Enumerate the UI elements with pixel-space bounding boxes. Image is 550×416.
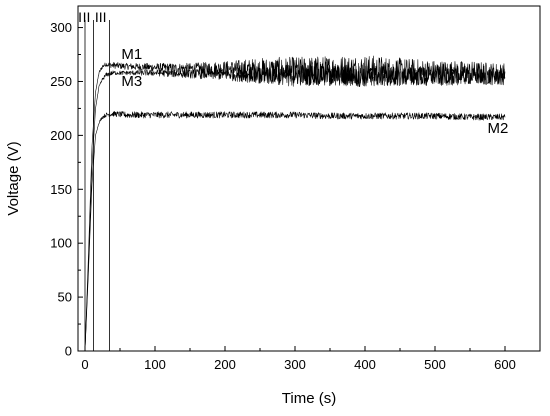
- stage-marker-label: III: [95, 9, 107, 25]
- stage-marker-label: II: [83, 9, 91, 25]
- series-line-m3: [84, 63, 506, 352]
- x-tick-label: 400: [354, 357, 376, 372]
- y-tick-label: 200: [50, 128, 72, 143]
- plot-frame: [77, 5, 541, 352]
- y-tick-label: 150: [50, 182, 72, 197]
- x-axis-ticks: 0 100 200 300 400 500 600: [81, 346, 516, 372]
- x-tick-label: 500: [424, 357, 446, 372]
- stage-marker-label: I: [78, 9, 82, 25]
- x-tick-label: 300: [284, 357, 306, 372]
- y-tick-label: 100: [50, 236, 72, 251]
- y-tick-label: 300: [50, 20, 72, 35]
- x-tick-label: 200: [214, 357, 236, 372]
- y-axis-label: Voltage (V): [5, 141, 22, 215]
- x-tick-label: 600: [494, 357, 516, 372]
- series-annotations: M1 M3 M2: [121, 46, 508, 137]
- x-axis-label: Time (s): [282, 390, 336, 407]
- x-tick-label: 100: [144, 357, 166, 372]
- series-label-m3: M3: [121, 73, 142, 90]
- y-axis-ticks: 0 50 100 150 200 250 300: [50, 20, 83, 359]
- series-line-m2: [84, 110, 506, 352]
- y-tick-label: 0: [65, 344, 72, 359]
- stage-marker-layer: I II III: [78, 9, 110, 351]
- y-tick-label: 50: [58, 290, 72, 305]
- series-line-m1: [84, 55, 506, 352]
- series-label-m2: M2: [488, 120, 509, 137]
- series-layer: [84, 55, 506, 352]
- series-label-m1: M1: [121, 46, 142, 63]
- x-tick-label: 0: [81, 357, 88, 372]
- y-tick-label: 250: [50, 74, 72, 89]
